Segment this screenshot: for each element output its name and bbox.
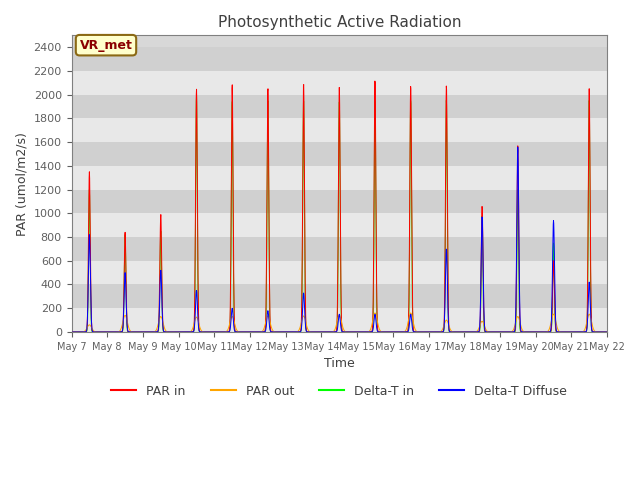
PAR in bbox=[355, 329, 362, 335]
Bar bbox=[72, 47, 607, 71]
Bar bbox=[72, 308, 607, 332]
Line: Delta-T Diffuse: Delta-T Diffuse bbox=[72, 147, 607, 332]
Delta-T in bbox=[355, 329, 363, 335]
Bar bbox=[72, 119, 607, 142]
Delta-T Diffuse bbox=[366, 329, 374, 335]
PAR in bbox=[495, 329, 503, 335]
Bar bbox=[72, 237, 607, 261]
PAR in bbox=[371, 78, 379, 84]
Delta-T in bbox=[367, 329, 374, 335]
PAR out bbox=[366, 327, 374, 333]
Line: PAR in: PAR in bbox=[72, 81, 607, 332]
Delta-T in bbox=[556, 329, 564, 335]
Delta-T in bbox=[217, 329, 225, 335]
Y-axis label: PAR (umol/m2/s): PAR (umol/m2/s) bbox=[15, 132, 28, 236]
PAR out bbox=[571, 329, 579, 335]
Bar bbox=[72, 71, 607, 95]
Delta-T in bbox=[68, 329, 76, 335]
PAR out bbox=[217, 329, 225, 335]
Delta-T Diffuse bbox=[604, 329, 611, 335]
PAR in bbox=[556, 329, 564, 335]
Delta-T Diffuse bbox=[68, 329, 76, 335]
Line: PAR out: PAR out bbox=[72, 313, 607, 332]
Bar bbox=[72, 142, 607, 166]
Delta-T in bbox=[193, 92, 200, 98]
Text: VR_met: VR_met bbox=[79, 39, 132, 52]
Legend: PAR in, PAR out, Delta-T in, Delta-T Diffuse: PAR in, PAR out, Delta-T in, Delta-T Dif… bbox=[106, 380, 572, 403]
Delta-T Diffuse bbox=[217, 329, 225, 335]
Bar bbox=[72, 166, 607, 190]
X-axis label: Time: Time bbox=[324, 357, 355, 370]
Bar bbox=[72, 190, 607, 213]
PAR in bbox=[571, 329, 579, 335]
PAR out bbox=[68, 329, 76, 335]
Delta-T Diffuse bbox=[556, 329, 564, 335]
Delta-T Diffuse bbox=[571, 329, 579, 335]
Delta-T Diffuse bbox=[355, 329, 362, 335]
PAR in bbox=[217, 329, 225, 335]
Bar bbox=[72, 95, 607, 119]
Title: Photosynthetic Active Radiation: Photosynthetic Active Radiation bbox=[218, 15, 461, 30]
Delta-T Diffuse bbox=[514, 144, 522, 150]
Delta-T in bbox=[495, 329, 503, 335]
Delta-T in bbox=[604, 329, 611, 335]
Delta-T Diffuse bbox=[495, 329, 502, 335]
PAR out bbox=[407, 310, 415, 316]
PAR in bbox=[68, 329, 76, 335]
Bar bbox=[72, 285, 607, 308]
Delta-T in bbox=[571, 329, 579, 335]
PAR in bbox=[604, 329, 611, 335]
PAR out bbox=[604, 329, 611, 335]
PAR out bbox=[355, 329, 362, 335]
Bar bbox=[72, 213, 607, 237]
Bar bbox=[72, 261, 607, 285]
PAR in bbox=[366, 329, 374, 335]
PAR out bbox=[495, 329, 503, 335]
PAR out bbox=[556, 329, 564, 335]
Line: Delta-T in: Delta-T in bbox=[72, 95, 607, 332]
